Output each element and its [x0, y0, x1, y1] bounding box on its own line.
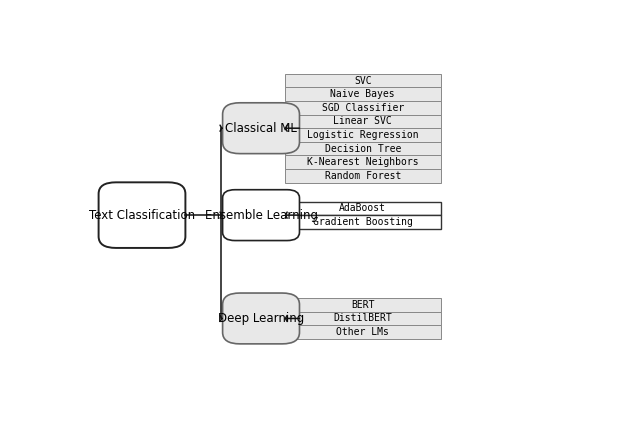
FancyBboxPatch shape — [285, 101, 441, 115]
FancyBboxPatch shape — [285, 142, 441, 155]
FancyBboxPatch shape — [285, 115, 441, 128]
FancyBboxPatch shape — [99, 182, 186, 248]
Text: SVC: SVC — [354, 75, 372, 86]
FancyBboxPatch shape — [285, 298, 441, 312]
Text: Logistic Regression: Logistic Regression — [307, 130, 419, 140]
Text: Ensemble Learning: Ensemble Learning — [205, 209, 317, 222]
Text: Naive Bayes: Naive Bayes — [330, 89, 395, 99]
Text: Decision Tree: Decision Tree — [324, 144, 401, 154]
Text: AdaBoost: AdaBoost — [339, 203, 386, 213]
Text: Random Forest: Random Forest — [324, 171, 401, 181]
FancyBboxPatch shape — [285, 215, 441, 229]
FancyBboxPatch shape — [285, 87, 441, 101]
FancyBboxPatch shape — [285, 169, 441, 183]
FancyBboxPatch shape — [285, 74, 441, 87]
FancyBboxPatch shape — [223, 103, 300, 154]
FancyBboxPatch shape — [285, 128, 441, 142]
FancyBboxPatch shape — [285, 325, 441, 339]
Text: K-Nearest Neighbors: K-Nearest Neighbors — [307, 157, 419, 167]
FancyBboxPatch shape — [285, 201, 441, 215]
Text: Other LMs: Other LMs — [336, 327, 389, 337]
Text: Gradient Boosting: Gradient Boosting — [313, 217, 413, 227]
Text: Linear SVC: Linear SVC — [333, 116, 392, 127]
FancyBboxPatch shape — [223, 293, 300, 344]
FancyBboxPatch shape — [285, 312, 441, 325]
Text: BERT: BERT — [351, 300, 374, 310]
Text: DistilBERT: DistilBERT — [333, 314, 392, 323]
Text: Classical ML: Classical ML — [225, 122, 297, 135]
FancyBboxPatch shape — [223, 190, 300, 241]
Text: Text Classification: Text Classification — [89, 209, 195, 222]
Text: SGD Classifier: SGD Classifier — [321, 103, 404, 113]
FancyBboxPatch shape — [285, 155, 441, 169]
Text: Deep Learning: Deep Learning — [218, 312, 304, 325]
